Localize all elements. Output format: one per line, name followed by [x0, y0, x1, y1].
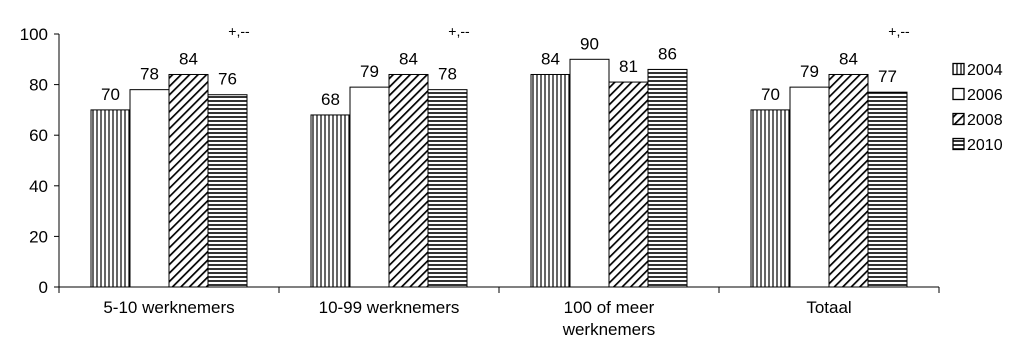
y-tick-label: 40	[29, 177, 48, 196]
annotations: +,-- +,-- +,--	[228, 23, 910, 39]
bar-2010	[427, 89, 468, 288]
bar-2004	[750, 109, 791, 288]
significance-annotation: +,--	[448, 23, 470, 39]
bar-2006	[789, 86, 830, 288]
bar-value-label: 78	[140, 65, 159, 84]
bar-2010	[867, 91, 908, 288]
legend-label: 2006	[967, 87, 1003, 104]
bar-value-label: 84	[839, 49, 858, 68]
bar-2004	[530, 73, 571, 288]
bar-value-label: 76	[218, 70, 237, 89]
y-tick-label: 100	[20, 25, 48, 44]
bar-value-label: 90	[580, 34, 599, 53]
bar-value-label: 84	[179, 49, 198, 68]
legend-label: 2010	[967, 137, 1003, 154]
x-category-label: Totaal	[806, 298, 851, 317]
significance-annotation: +,--	[228, 23, 250, 39]
bar-2006	[349, 86, 390, 288]
x-category-label: 5-10 werknemers	[103, 298, 234, 317]
bar-2008	[828, 73, 869, 288]
legend-label: 2008	[967, 112, 1003, 129]
data-labels: 70 78 84 76 68 79 84 78 84 90 81 86 70 79 84 77	[101, 34, 897, 109]
legend-swatch-2006	[952, 87, 965, 101]
bar-2008	[388, 73, 429, 288]
y-tick-label: 80	[29, 76, 48, 95]
bar-2006	[129, 89, 170, 288]
bar-value-label: 86	[658, 44, 677, 63]
bar-value-label: 70	[101, 85, 120, 104]
bar-2006	[569, 58, 610, 288]
y-tick-label: 20	[29, 227, 48, 246]
bar-value-label: 79	[800, 62, 819, 81]
x-category-label: werknemers	[562, 320, 656, 339]
y-tick-label: 0	[39, 278, 48, 297]
legend-swatch-2004	[952, 62, 965, 76]
bar-2004	[310, 114, 351, 288]
bar-value-label: 81	[619, 57, 638, 76]
legend-swatch-2008	[952, 112, 965, 126]
legend: 2004 2006 2008 2010	[952, 62, 1003, 154]
bar-value-label: 68	[321, 90, 340, 109]
bar-value-label: 77	[878, 67, 897, 86]
legend-label: 2004	[967, 62, 1003, 79]
bars	[90, 58, 908, 288]
significance-annotation: +,--	[888, 23, 910, 39]
bar-value-label: 84	[541, 49, 560, 68]
bar-2008	[168, 73, 209, 288]
y-tick-label: 60	[29, 126, 48, 145]
x-category-label: 100 of meer	[564, 298, 655, 317]
bar-value-label: 78	[438, 65, 457, 84]
bar-2004	[90, 109, 131, 288]
bar-value-label: 79	[360, 62, 379, 81]
bar-2010	[647, 68, 688, 288]
bar-2010	[207, 94, 248, 288]
bar-value-label: 70	[761, 85, 780, 104]
bar-2008	[608, 81, 649, 288]
x-category-label: 10-99 werknemers	[319, 298, 460, 317]
bar-value-label: 84	[399, 49, 418, 68]
legend-swatch-2010	[952, 137, 965, 151]
